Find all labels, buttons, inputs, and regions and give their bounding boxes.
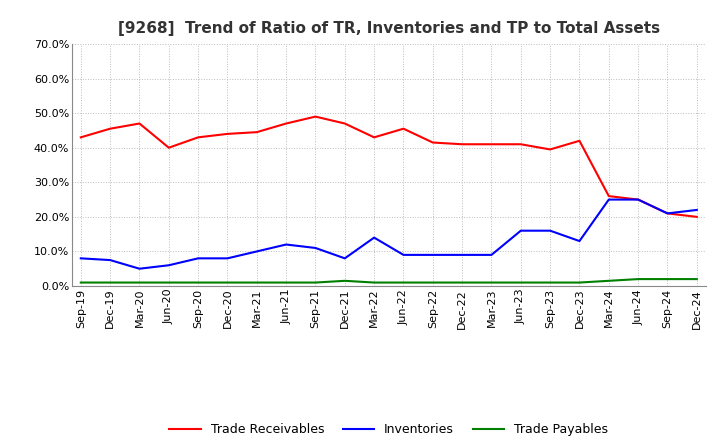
Trade Payables <box>634 276 642 282</box>
Inventories <box>370 235 379 240</box>
Trade Receivables <box>282 121 290 126</box>
Trade Payables <box>253 280 261 285</box>
Trade Payables <box>693 276 701 282</box>
Trade Payables <box>487 280 496 285</box>
Line: Inventories: Inventories <box>81 200 697 269</box>
Inventories <box>223 256 232 261</box>
Trade Receivables <box>693 214 701 220</box>
Trade Receivables <box>516 142 525 147</box>
Trade Receivables <box>223 131 232 136</box>
Inventories <box>663 211 672 216</box>
Trade Payables <box>135 280 144 285</box>
Inventories <box>546 228 554 233</box>
Trade Receivables <box>164 145 173 150</box>
Trade Payables <box>546 280 554 285</box>
Trade Receivables <box>605 194 613 199</box>
Trade Payables <box>399 280 408 285</box>
Title: [9268]  Trend of Ratio of TR, Inventories and TP to Total Assets: [9268] Trend of Ratio of TR, Inventories… <box>118 21 660 36</box>
Trade Payables <box>282 280 290 285</box>
Inventories <box>253 249 261 254</box>
Inventories <box>282 242 290 247</box>
Trade Receivables <box>341 121 349 126</box>
Trade Receivables <box>311 114 320 119</box>
Inventories <box>575 238 584 244</box>
Trade Payables <box>106 280 114 285</box>
Line: Trade Payables: Trade Payables <box>81 279 697 282</box>
Inventories <box>399 252 408 257</box>
Trade Payables <box>575 280 584 285</box>
Inventories <box>76 256 85 261</box>
Inventories <box>428 252 437 257</box>
Trade Receivables <box>399 126 408 131</box>
Inventories <box>693 207 701 213</box>
Legend: Trade Receivables, Inventories, Trade Payables: Trade Receivables, Inventories, Trade Pa… <box>164 418 613 440</box>
Trade Payables <box>194 280 202 285</box>
Trade Receivables <box>458 142 467 147</box>
Trade Receivables <box>76 135 85 140</box>
Trade Receivables <box>135 121 144 126</box>
Trade Receivables <box>253 129 261 135</box>
Trade Receivables <box>487 142 496 147</box>
Trade Receivables <box>663 211 672 216</box>
Trade Payables <box>370 280 379 285</box>
Trade Receivables <box>370 135 379 140</box>
Inventories <box>516 228 525 233</box>
Trade Receivables <box>634 197 642 202</box>
Trade Payables <box>458 280 467 285</box>
Trade Receivables <box>428 140 437 145</box>
Trade Payables <box>663 276 672 282</box>
Trade Payables <box>605 278 613 283</box>
Inventories <box>487 252 496 257</box>
Inventories <box>311 246 320 251</box>
Inventories <box>458 252 467 257</box>
Trade Receivables <box>575 138 584 143</box>
Line: Trade Receivables: Trade Receivables <box>81 117 697 217</box>
Inventories <box>341 256 349 261</box>
Inventories <box>634 197 642 202</box>
Trade Payables <box>428 280 437 285</box>
Trade Payables <box>341 278 349 283</box>
Trade Receivables <box>106 126 114 131</box>
Inventories <box>194 256 202 261</box>
Inventories <box>605 197 613 202</box>
Trade Payables <box>223 280 232 285</box>
Trade Payables <box>311 280 320 285</box>
Trade Payables <box>164 280 173 285</box>
Trade Payables <box>516 280 525 285</box>
Inventories <box>106 257 114 263</box>
Trade Receivables <box>194 135 202 140</box>
Trade Payables <box>76 280 85 285</box>
Inventories <box>164 263 173 268</box>
Inventories <box>135 266 144 271</box>
Trade Receivables <box>546 147 554 152</box>
